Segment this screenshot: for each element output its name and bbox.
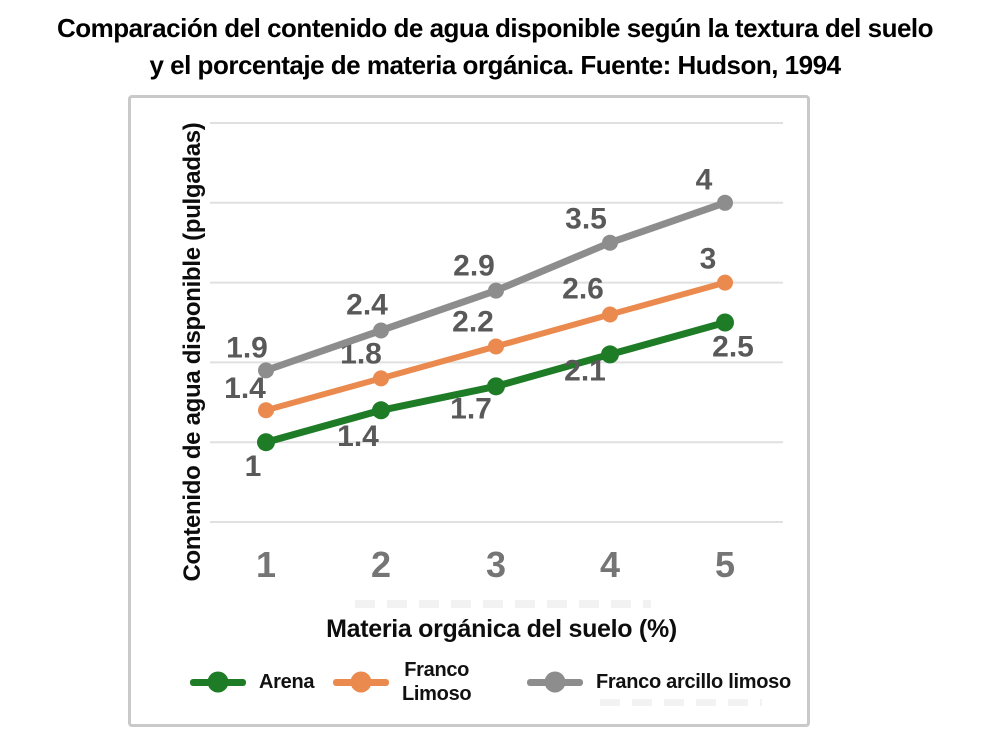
x-tick-label-3: 3 <box>486 544 506 585</box>
data-label-arena-x4: 2.1 <box>564 354 606 387</box>
data-label-franco-limoso-x4: 2.6 <box>562 272 604 305</box>
data-label-franco-limoso-x1: 1.4 <box>224 372 266 405</box>
x-axis-title: Materia orgánica del suelo (%) <box>326 615 677 643</box>
chart-panel <box>128 95 810 727</box>
data-point-arena-x4 <box>601 345 619 364</box>
data-label-franco-arcillo-limoso-x3: 2.9 <box>453 250 495 283</box>
data-label-arena-x5: 2.5 <box>712 330 754 363</box>
data-point-franco-arcillo-limoso-x1 <box>258 362 274 379</box>
data-point-arena-x5 <box>716 313 734 332</box>
data-point-arena-x1 <box>257 433 275 452</box>
data-point-franco-limoso-x2 <box>373 370 389 387</box>
data-label-arena-x3: 1.7 <box>450 392 492 425</box>
data-point-arena-x3 <box>487 377 505 396</box>
x-tick-label-4: 4 <box>600 544 620 585</box>
data-point-franco-limoso-x3 <box>488 338 504 355</box>
x-tick-label-5: 5 <box>715 544 735 585</box>
data-label-franco-limoso-x3: 2.2 <box>452 305 494 338</box>
data-point-franco-arcillo-limoso-x5 <box>717 194 733 211</box>
data-point-franco-limoso-x4 <box>602 306 618 323</box>
data-point-franco-limoso-x1 <box>258 402 274 419</box>
data-point-franco-arcillo-limoso-x2 <box>373 322 389 339</box>
chart-title-line-2: y el porcentaje de materia orgánica. Fue… <box>149 50 841 80</box>
data-label-arena-x2: 1.4 <box>337 420 379 453</box>
data-point-franco-arcillo-limoso-x3 <box>488 282 504 299</box>
x-tick-label-2: 2 <box>371 544 391 585</box>
data-label-arena-x1: 1 <box>245 450 262 483</box>
erased-text-artifact <box>600 699 762 706</box>
erased-text-artifact <box>355 600 651 608</box>
data-point-franco-limoso-x5 <box>717 274 733 291</box>
plot-area: 11.41.72.12.51.41.82.22.631.92.42.93.541… <box>210 122 783 643</box>
chart-title-line-1: Comparación del contenido de agua dispon… <box>56 13 934 43</box>
x-tick-label-1: 1 <box>256 544 276 585</box>
data-label-franco-arcillo-limoso-x5: 4 <box>696 164 713 197</box>
data-point-arena-x2 <box>372 401 390 420</box>
data-label-franco-arcillo-limoso-x1: 1.9 <box>226 331 268 364</box>
data-label-franco-limoso-x5: 3 <box>700 243 717 276</box>
data-label-franco-arcillo-limoso-x2: 2.4 <box>346 288 388 321</box>
chart-title: Comparación del contenido de agua dispon… <box>0 10 990 84</box>
data-point-franco-arcillo-limoso-x4 <box>602 234 618 251</box>
data-label-franco-arcillo-limoso-x4: 3.5 <box>565 203 607 236</box>
